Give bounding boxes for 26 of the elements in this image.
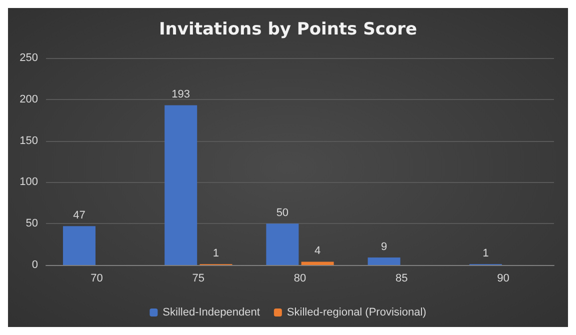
bar [301, 262, 334, 265]
bar [266, 224, 299, 265]
y-tick-label: 100 [20, 176, 38, 188]
y-tick-label: 0 [32, 259, 38, 271]
x-tick-label: 85 [395, 272, 408, 284]
y-tick-label: 250 [20, 52, 38, 64]
x-tick-label: 75 [192, 272, 205, 284]
data-label: 1 [212, 248, 220, 260]
legend-label: Skilled-Independent [162, 306, 260, 318]
bar [164, 105, 198, 265]
x-tick-label: 90 [497, 272, 510, 284]
bar [62, 226, 96, 265]
data-label: 9 [380, 241, 388, 254]
data-label: 1 [482, 248, 489, 260]
y-tick-label: 150 [20, 134, 38, 147]
y-tick-label: 50 [26, 218, 38, 230]
data-label: 193 [172, 88, 190, 101]
data-label: 50 [276, 207, 289, 220]
chart-title: Invitations by Points Score [158, 20, 418, 40]
x-tick-label: 70 [90, 272, 103, 284]
data-label: 47 [73, 210, 86, 222]
legend-label: Skilled-regional (Provisional) [286, 306, 426, 318]
data-label: 4 [314, 245, 321, 258]
y-tick-label: 200 [20, 93, 38, 106]
x-tick-label: 80 [294, 272, 306, 284]
bar [368, 258, 400, 265]
